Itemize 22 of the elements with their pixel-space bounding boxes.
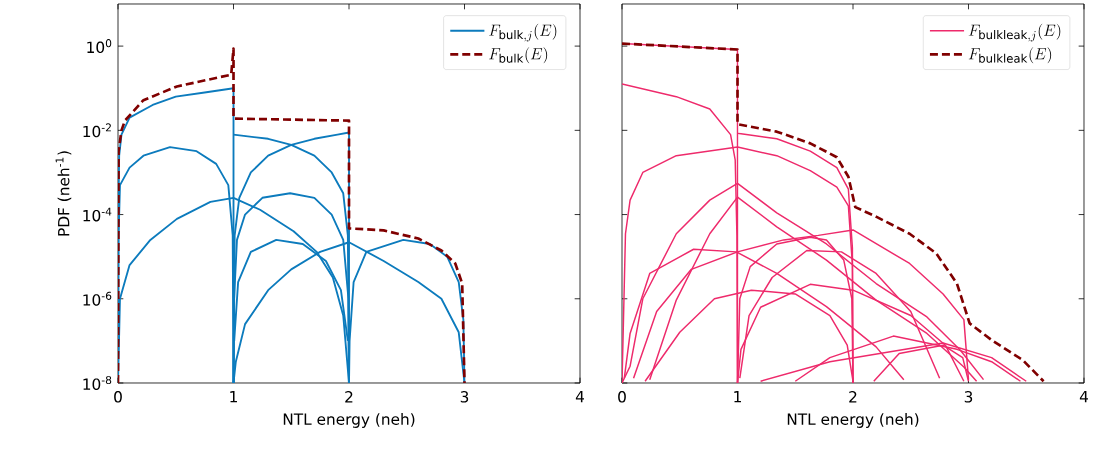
y-tick-label: 10$^{-8}$ bbox=[83, 376, 112, 390]
x-tick-label: 3 bbox=[964, 391, 973, 403]
x-tick-label: 0 bbox=[114, 391, 122, 403]
legend-label: $F_{\mathrm{bulkleak}}(E)$ bbox=[968, 47, 1052, 64]
x-tick-label: 4 bbox=[575, 391, 585, 403]
y-axis-title: PDF (neh$^{-1}$) bbox=[55, 151, 72, 236]
legend-label: $F_{\mathrm{bulk},j}(E)$ bbox=[489, 23, 557, 42]
y-tick-label: 10$^{-4}$ bbox=[83, 207, 112, 222]
y-tick-label: 10$^{-6}$ bbox=[83, 291, 112, 306]
y-tick-label: 10$^{-2}$ bbox=[83, 123, 111, 138]
legend-label: $F_{\mathrm{bulkleak},j}(E)$ bbox=[968, 23, 1061, 42]
x-axis-title: NTL energy (neh) bbox=[283, 413, 415, 428]
x-tick-label: 1 bbox=[230, 391, 237, 403]
x-tick-label: 3 bbox=[460, 391, 469, 403]
x-tick-label: 2 bbox=[345, 391, 353, 403]
y-tick-label: 10$^{0}$ bbox=[87, 39, 112, 54]
x-tick-label: 0 bbox=[618, 391, 626, 403]
x-tick-label: 2 bbox=[849, 391, 857, 403]
x-tick-label: 1 bbox=[734, 391, 741, 403]
x-axis-title: NTL energy (neh) bbox=[787, 413, 919, 428]
legend-label: $F_{\mathrm{bulk}}(E)$ bbox=[489, 47, 548, 64]
x-tick-label: 4 bbox=[1079, 391, 1089, 403]
